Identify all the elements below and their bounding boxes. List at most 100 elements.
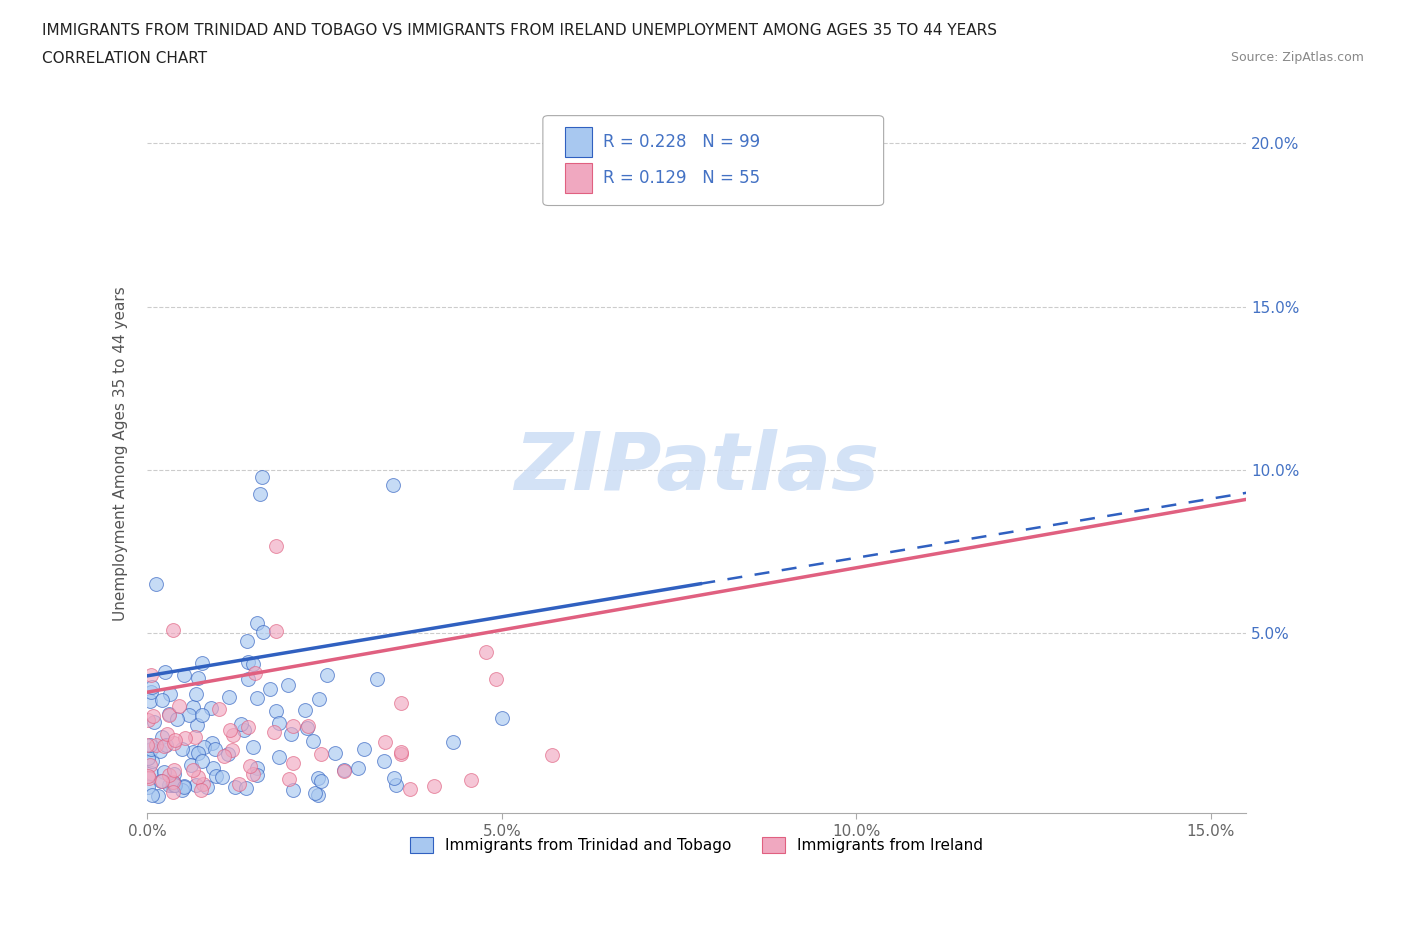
Point xyxy=(145,577,167,591)
Point xyxy=(157,768,180,783)
Point xyxy=(163,776,186,790)
Point xyxy=(153,665,176,680)
Point xyxy=(163,767,186,782)
Point xyxy=(150,774,173,789)
Text: R = 0.228   N = 99: R = 0.228 N = 99 xyxy=(603,133,761,152)
Point xyxy=(139,693,162,708)
Point xyxy=(142,709,165,724)
Text: CORRELATION CHART: CORRELATION CHART xyxy=(42,51,207,66)
Point xyxy=(181,745,204,760)
Point xyxy=(384,771,406,786)
Point xyxy=(280,726,302,741)
Point xyxy=(163,763,186,777)
Point xyxy=(307,788,329,803)
Point xyxy=(238,671,260,686)
Point xyxy=(366,671,388,686)
Point xyxy=(208,702,231,717)
Point xyxy=(373,753,395,768)
Point xyxy=(277,771,299,786)
FancyBboxPatch shape xyxy=(565,127,592,157)
Point xyxy=(204,742,226,757)
Point xyxy=(297,721,319,736)
Point xyxy=(184,730,207,745)
Point xyxy=(332,763,354,777)
Point xyxy=(294,703,316,718)
Point xyxy=(153,738,176,753)
Point xyxy=(191,753,214,768)
Text: Source: ZipAtlas.com: Source: ZipAtlas.com xyxy=(1230,51,1364,64)
Point xyxy=(139,667,162,682)
Point xyxy=(246,616,269,631)
Point xyxy=(277,677,299,692)
Point xyxy=(242,657,264,671)
Point xyxy=(193,739,215,754)
FancyBboxPatch shape xyxy=(543,115,883,206)
Point xyxy=(422,778,444,793)
Point xyxy=(264,623,287,638)
Point xyxy=(152,764,174,779)
Point xyxy=(156,726,179,741)
Point xyxy=(441,734,464,749)
Point xyxy=(146,789,169,804)
Point xyxy=(399,781,422,796)
Point xyxy=(163,777,186,792)
Point xyxy=(173,778,195,793)
Point xyxy=(162,784,184,799)
Point xyxy=(186,777,208,792)
Point xyxy=(139,741,162,756)
Point xyxy=(301,734,323,749)
Point xyxy=(281,782,304,797)
Point xyxy=(167,698,190,713)
Point xyxy=(187,770,209,785)
Text: IMMIGRANTS FROM TRINIDAD AND TOBAGO VS IMMIGRANTS FROM IRELAND UNEMPLOYMENT AMON: IMMIGRANTS FROM TRINIDAD AND TOBAGO VS I… xyxy=(42,23,997,38)
Point xyxy=(162,774,184,789)
Point xyxy=(163,736,186,751)
Point xyxy=(139,758,162,773)
Point xyxy=(145,737,167,752)
Point xyxy=(485,671,508,686)
Point xyxy=(157,708,180,723)
Text: R = 0.129   N = 55: R = 0.129 N = 55 xyxy=(603,169,761,187)
Point xyxy=(136,751,159,765)
Point xyxy=(187,746,209,761)
Point xyxy=(138,770,160,785)
Point xyxy=(242,739,264,754)
Point xyxy=(200,701,222,716)
Point xyxy=(316,668,339,683)
Point xyxy=(173,731,195,746)
Point xyxy=(211,770,233,785)
Point xyxy=(180,757,202,772)
Point xyxy=(136,769,159,784)
Point xyxy=(263,724,285,739)
Point xyxy=(246,761,269,776)
Point xyxy=(252,625,274,640)
Point xyxy=(243,666,266,681)
Point xyxy=(141,765,163,780)
Point xyxy=(389,747,412,762)
Point xyxy=(163,733,186,748)
Point xyxy=(333,764,356,778)
Point xyxy=(191,656,214,671)
Point xyxy=(236,655,259,670)
Point xyxy=(150,692,173,707)
Point xyxy=(228,777,250,791)
Point xyxy=(238,720,260,735)
Point xyxy=(186,686,208,701)
Point xyxy=(541,748,564,763)
Point xyxy=(187,671,209,685)
Point xyxy=(246,690,269,705)
Point xyxy=(389,696,412,711)
Point xyxy=(155,737,177,752)
Point xyxy=(139,737,162,752)
FancyBboxPatch shape xyxy=(565,163,592,193)
Point xyxy=(297,718,319,733)
Point xyxy=(246,767,269,782)
Point xyxy=(136,779,159,794)
Point xyxy=(346,761,368,776)
Y-axis label: Unemployment Among Ages 35 to 44 years: Unemployment Among Ages 35 to 44 years xyxy=(114,286,128,621)
Point xyxy=(181,763,204,777)
Point xyxy=(181,699,204,714)
Point xyxy=(201,735,224,750)
Point xyxy=(219,723,242,737)
Point xyxy=(242,767,264,782)
